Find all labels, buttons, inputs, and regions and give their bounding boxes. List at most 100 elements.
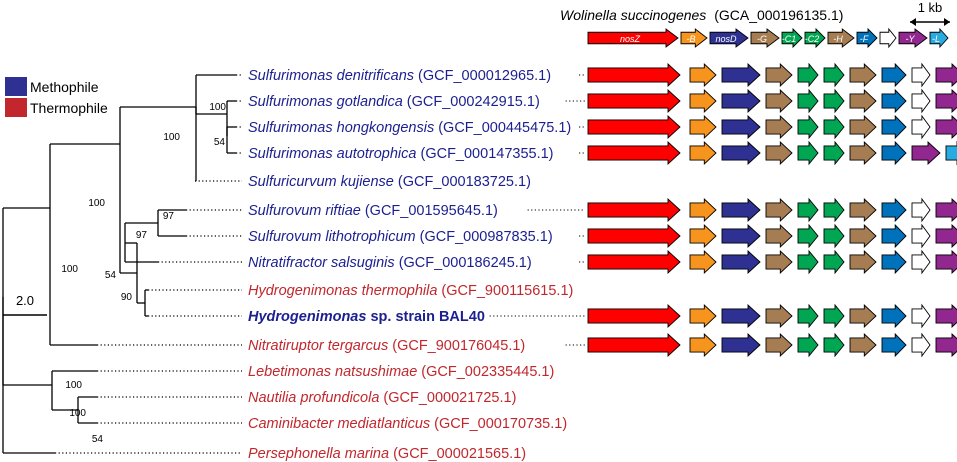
gene-cluster-row xyxy=(587,223,957,249)
nosC-gene-arrow xyxy=(797,62,819,88)
nosC-gene-arrow xyxy=(823,303,845,329)
gene-cluster-row xyxy=(587,249,957,275)
reference-title: Wolinella succinogenes (GCA_000196135.1) xyxy=(560,7,843,23)
nosZ-gene-arrow xyxy=(587,28,679,48)
taxon-accession: sp. strain BAL40 xyxy=(366,309,484,325)
nosY-gene-arrow xyxy=(935,303,957,329)
taxon-species: Nitratiruptor tergarcus xyxy=(248,338,388,354)
taxon-species: Sulfurovum riftiae xyxy=(248,203,361,219)
gene-label: nosD xyxy=(715,34,737,44)
taxon-species: Sulfurimonas autotrophica xyxy=(248,146,416,162)
taxon-accession: (GCF_900176045.1) xyxy=(388,338,525,354)
taxon-species: Lebetimonas natsushimae xyxy=(248,364,417,380)
gene-label: -L xyxy=(932,34,940,44)
nosG-gene-arrow xyxy=(849,62,877,88)
taxon-species: Nitratifractor salsuginis xyxy=(248,255,395,271)
taxon-accession: (GCF_000445475.1) xyxy=(434,120,571,136)
taxon-species: Hydrogenimonas xyxy=(248,309,366,325)
nosB-gene-arrow xyxy=(689,88,717,114)
nosG-gene-arrow xyxy=(849,197,877,223)
nosB-gene-arrow xyxy=(689,197,717,223)
nosG-gene-arrow xyxy=(849,303,877,329)
nosB-gene-arrow xyxy=(689,249,717,275)
nosC-gene-arrow xyxy=(797,88,819,114)
taxon-species: Caminibacter mediatlanticus xyxy=(248,416,430,432)
nosY-gene-arrow xyxy=(935,249,957,275)
none-gene-arrow xyxy=(911,303,931,329)
gene-label: -F xyxy=(860,34,869,44)
nosZ-gene-arrow xyxy=(587,62,681,88)
nosC-gene-arrow xyxy=(797,140,819,166)
nosF-gene-arrow xyxy=(881,303,907,329)
nosZ-gene-arrow xyxy=(587,140,681,166)
gene-label: -G xyxy=(757,34,767,44)
nosC-gene-arrow xyxy=(823,197,845,223)
taxon-accession: (GCF_000183725.1) xyxy=(394,174,531,190)
nosG-gene-arrow xyxy=(849,332,877,358)
taxon-label: Sulfurovum riftiae (GCF_001595645.1) xyxy=(248,203,498,219)
bootstrap-value: 90 xyxy=(121,292,133,303)
gene-cluster-row xyxy=(587,332,957,358)
bootstrap-value: 54 xyxy=(214,137,226,148)
bootstrap-value: 100 xyxy=(163,132,180,143)
nosZ-gene-arrow xyxy=(587,303,681,329)
nosB-gene-arrow xyxy=(680,28,708,48)
bootstrap-value: 97 xyxy=(163,211,175,222)
gene-label: -C2 xyxy=(805,34,820,44)
legend: Methophile Thermophile xyxy=(5,77,108,117)
taxon-labels: Sulfurimonas denitrificans (GCF_00001296… xyxy=(248,68,585,462)
taxon-label: Sulfurovum lithotrophicum (GCF_000987835… xyxy=(248,229,553,245)
nosC-gene-arrow xyxy=(823,223,845,249)
gene-cluster-row xyxy=(587,88,957,114)
gene-scale-bar: 1 kb xyxy=(910,0,950,26)
none-gene-arrow xyxy=(911,114,931,140)
tree-scale-label: 2.0 xyxy=(16,293,34,308)
taxon-species: Sulfurovum lithotrophicum xyxy=(248,229,416,245)
nosD-gene-arrow xyxy=(709,28,749,48)
bootstrap-value: 97 xyxy=(136,230,148,241)
taxon-label: Sulfurimonas gotlandica (GCF_000242915.1… xyxy=(248,94,540,110)
taxon-label: Nautilia profundicola (GCF_000021725.1) xyxy=(248,390,516,406)
gene-cluster-row xyxy=(587,140,957,166)
taxon-accession: (GCF_000987835.1) xyxy=(416,229,553,245)
none-gene-arrow xyxy=(879,27,897,49)
taxon-accession: (GCF_000242915.1) xyxy=(403,94,540,110)
bootstrap-value: 100 xyxy=(69,408,86,419)
legend-swatch-thermophile xyxy=(5,98,27,117)
nosC-gene-arrow xyxy=(797,114,819,140)
nosG-gene-arrow xyxy=(849,88,877,114)
gene-label: -H xyxy=(833,34,843,44)
nosD-gene-arrow xyxy=(721,62,761,88)
gene-label: nosZ xyxy=(620,34,641,44)
bootstrap-value: 100 xyxy=(88,198,105,209)
nosF-gene-arrow xyxy=(881,62,907,88)
nosG-gene-arrow xyxy=(765,197,793,223)
gene-label: -Y xyxy=(906,34,916,44)
nosG-gene-arrow xyxy=(849,114,877,140)
tree-scale-bar: 2.0 xyxy=(3,293,47,316)
taxon-species: Sulfuricurvum kujiense xyxy=(248,174,394,190)
nosF-gene-arrow xyxy=(881,140,907,166)
taxon-species: Persephonella marina xyxy=(248,446,389,462)
nosD-gene-arrow xyxy=(721,197,761,223)
reference-gene-cluster: nosZ -B nosD -G -C1 -C2 -H -F -Y -L xyxy=(587,27,949,49)
nosL-gene-arrow xyxy=(929,27,949,49)
nosY-gene-arrow xyxy=(935,114,957,140)
none-gene-arrow xyxy=(911,249,931,275)
nosG-gene-arrow xyxy=(765,303,793,329)
nosD-gene-arrow xyxy=(721,332,761,358)
nosZ-gene-arrow xyxy=(587,197,681,223)
taxon-species: Sulfurimonas gotlandica xyxy=(248,94,403,110)
taxon-label: Caminibacter mediatlanticus (GCF_0001707… xyxy=(248,416,567,432)
reference-header: Wolinella succinogenes (GCA_000196135.1) xyxy=(560,7,843,23)
nosG-gene-arrow xyxy=(849,223,877,249)
nosB-gene-arrow xyxy=(689,62,717,88)
taxon-label: Hydrogenimonas thermophila (GCF_90011561… xyxy=(248,283,573,299)
nosG-gene-arrow xyxy=(765,88,793,114)
gene-scale-label: 1 kb xyxy=(918,0,943,15)
nosC-gene-arrow xyxy=(797,303,819,329)
taxon-accession: (GCF_000170735.1) xyxy=(430,416,567,432)
nosC-gene-arrow xyxy=(823,140,845,166)
bootstrap-value: 54 xyxy=(92,434,104,445)
taxon-accession: (GCF_000021725.1) xyxy=(379,390,516,406)
